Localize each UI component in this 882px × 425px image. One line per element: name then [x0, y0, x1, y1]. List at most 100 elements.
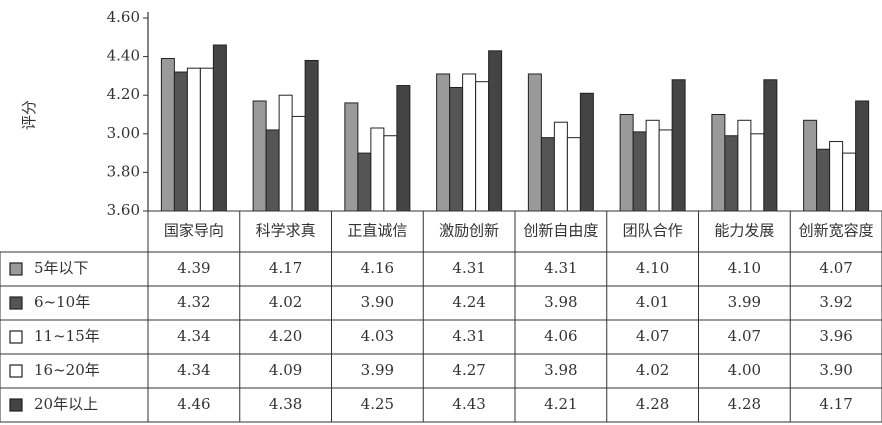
bar [265, 129, 280, 212]
bar [711, 114, 726, 212]
table-value: 4.28 [636, 395, 669, 413]
bar [527, 73, 542, 212]
bar [645, 119, 660, 212]
y-tick-label: 4.20 [107, 85, 140, 103]
table-value: 4.31 [452, 327, 485, 345]
table-value: 3.92 [819, 293, 852, 311]
bar [396, 85, 411, 212]
table-value: 4.34 [177, 361, 210, 379]
bar [173, 71, 188, 212]
bar [475, 81, 490, 212]
bar [632, 131, 647, 212]
bar [737, 119, 752, 212]
table-value: 4.01 [636, 293, 669, 311]
y-tick-label: 4.40 [107, 47, 140, 65]
table-value: 4.39 [177, 259, 210, 277]
table-value: 3.90 [361, 293, 394, 311]
table-value: 4.00 [728, 361, 761, 379]
bar [304, 59, 319, 212]
table-value: 4.27 [452, 361, 485, 379]
bar [540, 137, 555, 212]
bar [370, 127, 385, 212]
legend-swatch [9, 262, 23, 276]
bar [436, 73, 451, 212]
bar [383, 135, 398, 212]
bar [252, 100, 267, 212]
bar [344, 102, 359, 212]
table-value: 4.07 [728, 327, 761, 345]
bar [619, 114, 634, 212]
table-value: 4.25 [361, 395, 394, 413]
bar [763, 79, 778, 212]
table-value: 4.02 [636, 361, 669, 379]
x-tick-label: 创新自由度 [523, 222, 598, 240]
bar [671, 79, 686, 212]
bar [278, 94, 293, 212]
x-tick-label: 正直诚信 [347, 222, 407, 240]
table-value: 3.90 [819, 361, 852, 379]
table-value: 4.20 [269, 327, 302, 345]
y-tick-label: 3.80 [107, 162, 140, 180]
bar [658, 129, 673, 212]
bar [553, 121, 568, 212]
table-value: 4.03 [361, 327, 394, 345]
y-axis-label: 评分 [20, 100, 38, 130]
table-value: 4.07 [819, 259, 852, 277]
legend-swatch [9, 296, 23, 310]
bar [488, 50, 503, 212]
legend-label: 16~20年 [34, 361, 100, 379]
table-value: 4.02 [269, 293, 302, 311]
table-value: 4.07 [636, 327, 669, 345]
legend-label: 11~15年 [34, 327, 100, 345]
table-value: 4.28 [728, 395, 761, 413]
table-value: 4.38 [269, 395, 302, 413]
table-value: 4.24 [452, 293, 485, 311]
x-tick-label: 能力发展 [714, 222, 774, 240]
bar [724, 135, 739, 212]
table-value: 4.43 [452, 395, 485, 413]
table-value: 3.99 [728, 293, 761, 311]
bar [212, 44, 227, 212]
table-value: 3.98 [544, 293, 577, 311]
table-value: 4.10 [636, 259, 669, 277]
bar [160, 58, 175, 212]
table-value: 4.16 [361, 259, 394, 277]
bar [816, 148, 831, 212]
table-value: 4.34 [177, 327, 210, 345]
legend-label: 20年以上 [34, 395, 98, 413]
table-value: 4.09 [269, 361, 302, 379]
table-value: 4.17 [269, 259, 302, 277]
legend-swatch [9, 398, 23, 412]
x-tick-label: 团队合作 [623, 222, 683, 240]
bar [579, 92, 594, 212]
y-tick-label: 3.60 [107, 201, 140, 219]
bar [855, 100, 870, 212]
legend-swatch [9, 330, 23, 344]
legend-label: 6~10年 [34, 293, 90, 311]
table-value: 3.98 [544, 361, 577, 379]
bar [829, 141, 844, 212]
table-value: 4.31 [452, 259, 485, 277]
table-value: 3.99 [361, 361, 394, 379]
bar [186, 67, 201, 212]
bar [449, 86, 464, 212]
table-value: 4.32 [177, 293, 210, 311]
y-tick-label: 4.60 [107, 8, 140, 26]
table-value: 4.31 [544, 259, 577, 277]
legend-label: 5年以下 [34, 259, 89, 277]
table-value: 4.06 [544, 327, 577, 345]
table-value: 4.10 [728, 259, 761, 277]
bar [803, 119, 818, 212]
x-tick-label: 科学求真 [256, 222, 316, 240]
bar [462, 73, 477, 212]
bar [291, 115, 306, 212]
legend-swatch [9, 364, 23, 378]
bar [750, 133, 765, 212]
bar [357, 152, 372, 212]
table-value: 4.21 [544, 395, 577, 413]
table-value: 3.96 [819, 327, 852, 345]
y-tick-label: 3.00 [107, 124, 140, 142]
table-value: 4.17 [819, 395, 852, 413]
bar [842, 152, 857, 212]
